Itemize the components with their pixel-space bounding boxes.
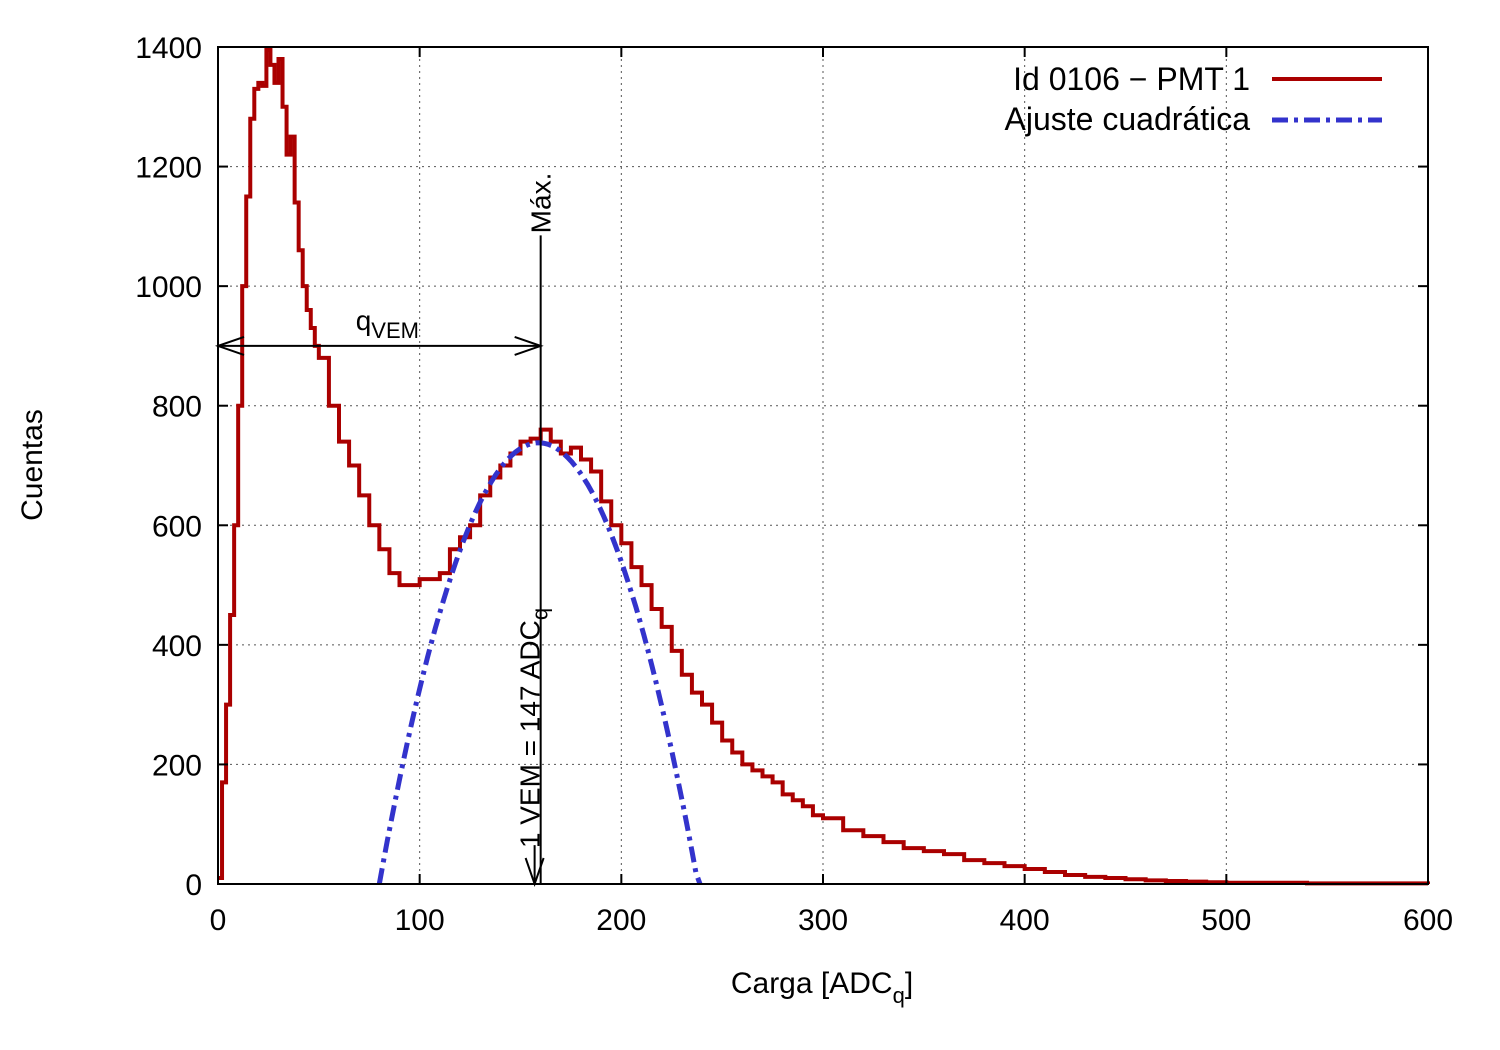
y-axis-title: Cuentas — [16, 409, 49, 521]
y-tick-label: 0 — [185, 869, 202, 902]
annotations: Máx. qVEM 1 VEM = 147 ADCq — [214, 173, 557, 888]
legend-label-series-1: Id 0106 − PMT 1 — [1013, 61, 1250, 97]
plot-frame — [217, 46, 1429, 885]
x-tick-label: 0 — [210, 904, 227, 937]
max-label: Máx. — [526, 173, 557, 234]
x-axis-title: Carga [ADCq] — [731, 967, 913, 1008]
y-tick-label: 200 — [152, 749, 202, 782]
legend-label-series-2: Ajuste cuadrática — [1005, 101, 1251, 137]
y-tick-label: 1400 — [135, 32, 202, 65]
x-tick-label: 500 — [1201, 904, 1251, 937]
y-tick-label: 400 — [152, 630, 202, 663]
series-id0106-pmt1 — [218, 47, 1430, 886]
legend: Id 0106 − PMT 1 Ajuste cuadrática — [1005, 61, 1382, 137]
y-tick-label: 600 — [152, 510, 202, 543]
vem-label: 1 VEM = 147 ADCq — [515, 608, 553, 848]
x-tick-label: 400 — [1000, 904, 1050, 937]
x-tick-label: 200 — [596, 904, 646, 937]
x-tick-label: 300 — [798, 904, 848, 937]
x-tick-label: 600 — [1403, 904, 1453, 937]
x-tick-label: 100 — [395, 904, 445, 937]
y-tick-label: 800 — [152, 391, 202, 424]
y-tick-label: 1000 — [135, 271, 202, 304]
qvem-label: qVEM — [356, 305, 419, 343]
grid-lines — [218, 47, 1428, 884]
series-layer — [218, 47, 1430, 886]
qvem-arrowhead-right — [514, 335, 544, 356]
y-tick-label: 1200 — [135, 152, 202, 185]
axis-ticks: 0 100 200 300 400 500 600 0 200 400 600 800 1000 1200… — [135, 32, 1453, 937]
